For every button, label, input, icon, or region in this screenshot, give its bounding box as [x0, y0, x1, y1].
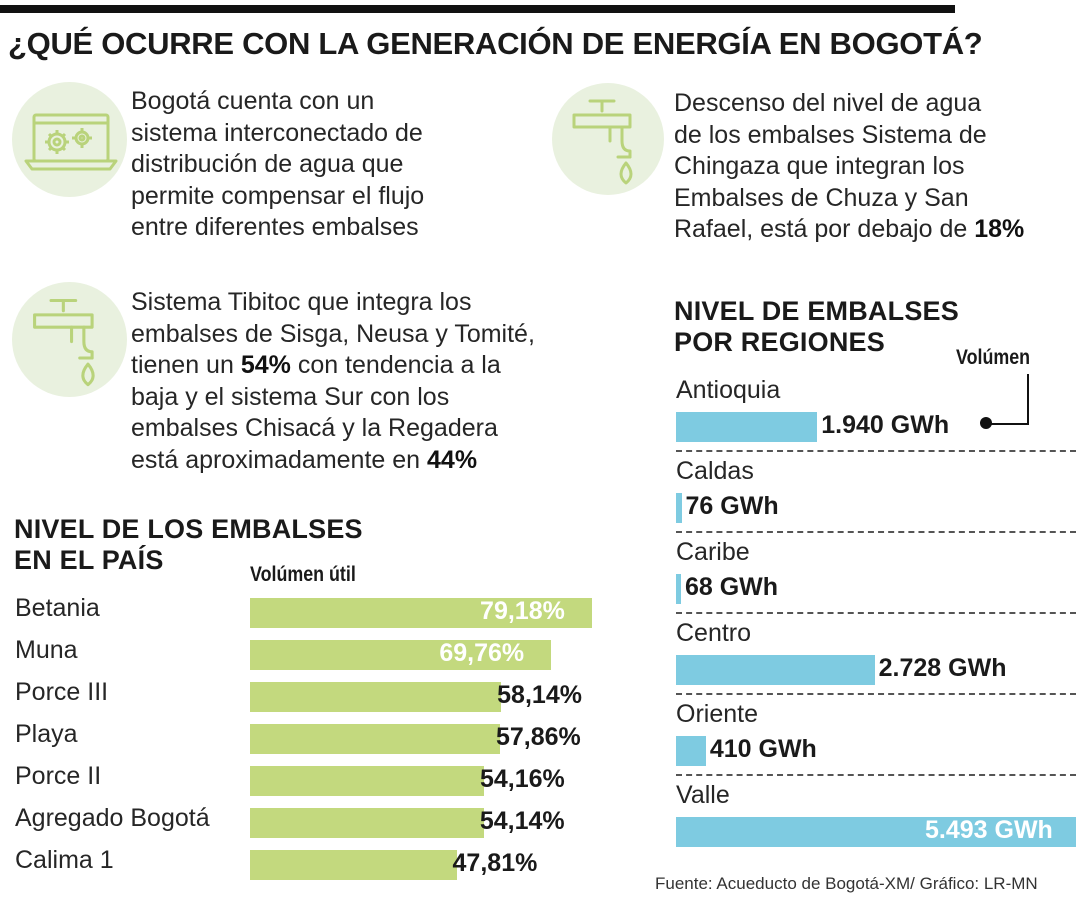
bar-value-label: 410 GWh [709, 735, 817, 763]
laptop-gears-icon-badge [12, 82, 127, 197]
region-divider [676, 693, 1076, 695]
bar [676, 655, 875, 685]
bar-value-label: 47,81% [452, 849, 538, 877]
info-line: de los embalses Sistema de [674, 120, 987, 149]
info-line: Chingaza que integran los [674, 152, 965, 180]
bar [676, 736, 706, 766]
bar [250, 808, 484, 838]
series-callout-dot [980, 417, 992, 429]
chart-title-line: NIVEL DE EMBALSES [674, 296, 959, 326]
region-label: Antioquia [676, 376, 781, 404]
bar [250, 724, 500, 754]
region-divider [676, 531, 1076, 533]
bar-value-label: 57,86% [495, 723, 581, 751]
chart-title-line: NIVEL DE LOS EMBALSES [14, 514, 363, 544]
row-label: Porce II [15, 762, 102, 790]
bar-value-label: 76 GWh [685, 492, 779, 520]
water-tap-icon [33, 298, 95, 387]
info-highlight: 44% [427, 445, 478, 474]
row-label: Agregado Bogotá [15, 804, 210, 832]
bar-value-label: 1.940 GWh [821, 411, 950, 439]
region-label: Caribe [676, 538, 750, 566]
info-line: baja y el sistema Sur con los [131, 382, 450, 411]
bar-value-label: 2.728 GWh [878, 654, 1007, 682]
info-line: Descenso del nivel de agua [674, 89, 982, 117]
top-rule [0, 5, 955, 13]
country-chart-series-label: Volúmen útil [250, 563, 356, 586]
row-label: Betania [15, 594, 100, 622]
region-label: Centro [676, 619, 752, 647]
info-line: embalses de Sisga, Neusa y Tomité, [131, 319, 535, 348]
info-line: tienen un 54% con tendencia a la [131, 350, 535, 382]
info-line: Bogotá cuenta con un [131, 87, 375, 115]
bar [676, 574, 681, 604]
bar-value-label: 5.493 GWh [925, 816, 1053, 844]
region-divider [676, 774, 1076, 776]
info-line: entre diferentes embalses [131, 213, 419, 241]
series-callout-line [986, 423, 1029, 425]
info-tibitoc-system: Sistema Tibitoc que integra los embalses… [131, 287, 535, 476]
series-callout-line [1027, 374, 1029, 424]
info-text: Rafael, está por debajo de [674, 215, 975, 243]
info-line: embalses Chisacá y la Regadera [131, 414, 498, 442]
region-label: Oriente [676, 700, 758, 728]
region-divider [676, 612, 1076, 614]
bar-value-label: 79,18% [480, 597, 565, 625]
bar [250, 850, 457, 880]
bar [250, 598, 593, 628]
region-divider [676, 450, 1076, 452]
bar-value-label: 54,16% [479, 765, 565, 793]
region-label: Caldas [676, 457, 754, 485]
bar-value-label: 54,14% [479, 807, 565, 835]
info-highlight: 18% [974, 215, 1025, 243]
row-label: Muna [15, 636, 78, 664]
page-title: ¿QUÉ OCURRE CON LA GENERACIÓN DE ENERGÍA… [8, 26, 983, 61]
laptop-gears-icon [24, 113, 118, 171]
bar [676, 817, 1076, 847]
bar-value-label: 58,14% [497, 681, 582, 709]
info-line: Sistema Tibitoc que integra los [131, 288, 472, 316]
info-highlight: 54% [240, 351, 291, 379]
region-chart-series-label: Volúmen [956, 346, 1031, 369]
info-text: tienen un [131, 351, 241, 379]
info-line: Rafael, está por debajo de 18% [674, 214, 1024, 246]
bar-value-label: 68 GWh [684, 573, 779, 601]
info-line: permite compensar el flujo [131, 181, 425, 210]
info-chingaza-system: Descenso del nivel de agua de los embals… [674, 88, 1024, 246]
bar [250, 766, 484, 796]
info-line: está aproximadamente en 44% [131, 445, 535, 477]
bar [676, 412, 818, 442]
country-chart-title: NIVEL DE LOS EMBALSES EN EL PAÍS [14, 514, 363, 576]
row-label: Calima 1 [15, 846, 114, 874]
info-line: distribución de agua que [131, 150, 404, 178]
bar [250, 682, 502, 712]
chart-title-line: POR REGIONES [674, 327, 885, 357]
region-label: Valle [676, 781, 730, 809]
region-chart-title: NIVEL DE EMBALSES POR REGIONES [674, 296, 959, 358]
source-note: Fuente: Acueducto de Bogotá-XM/ Gráfico:… [655, 874, 1038, 893]
bar [676, 493, 682, 523]
row-label: Playa [15, 720, 78, 748]
info-text: está aproximadamente en [131, 445, 428, 474]
info-interconnected-system: Bogotá cuenta con un sistema interconect… [131, 86, 424, 244]
bar [250, 640, 552, 670]
info-line: sistema interconectado de [131, 118, 423, 147]
row-label: Porce III [15, 678, 109, 706]
chart-title-line: EN EL PAÍS [14, 545, 164, 575]
water-tap-icon-badge [552, 83, 664, 195]
info-line: Embalses de Chuza y San [674, 183, 969, 212]
bar-value-label: 69,76% [439, 639, 525, 667]
water-tap-icon [572, 99, 633, 185]
water-tap-icon-badge [12, 282, 127, 397]
info-text: con tendencia a la [290, 351, 501, 379]
